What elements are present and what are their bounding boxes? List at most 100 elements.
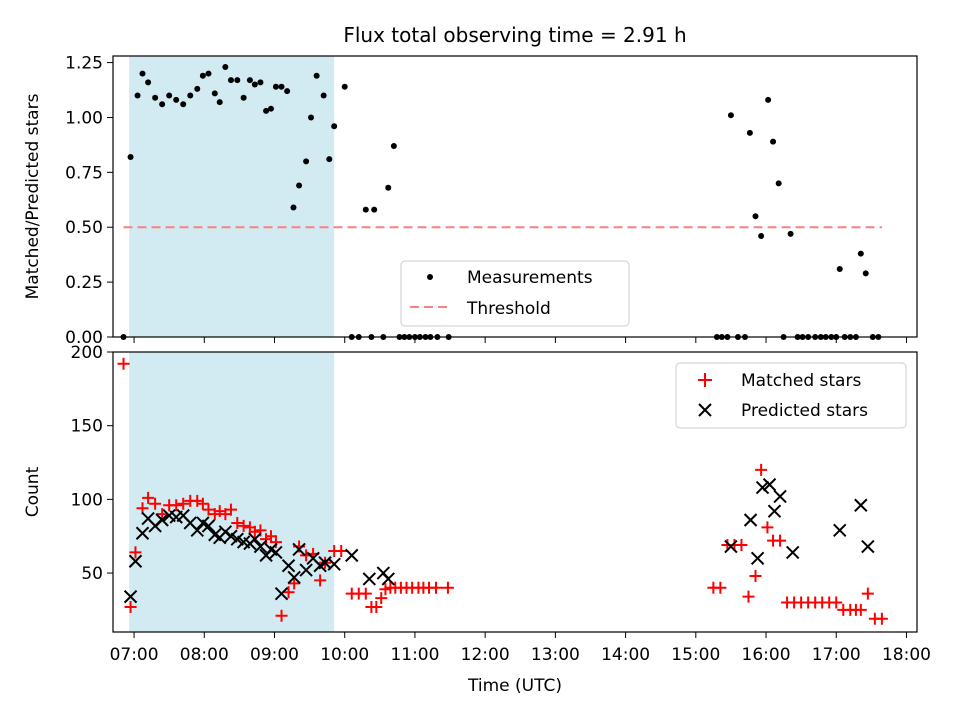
predicted-star-point [767,504,782,518]
predicted-star-point [345,548,359,563]
measurement-point [787,230,794,237]
measurement-point [205,70,212,77]
y-tick-label: 100 [71,490,103,510]
y-tick-label: 0.75 [65,163,103,183]
count-y-ticks: 50 100 150 200 [71,343,113,584]
measurement-point [152,94,159,101]
matched-star-point [213,505,226,518]
matched-star-point [170,499,183,512]
x-tick-label: 11:00 [390,645,439,665]
measurement-point [836,265,843,272]
highlight-span-bottom [129,352,335,632]
legend-measurements-marker [427,274,433,280]
predicted-star-point [724,539,738,554]
count-axes-frame [112,351,918,633]
matched-star-point [735,539,748,552]
measurement-point [362,206,369,213]
ratio-legend: Measurements Threshold [400,260,630,327]
matched-star-point [875,612,888,625]
measurement-point [331,123,338,130]
predicted-star-point [128,554,143,568]
measurement-point [320,92,327,99]
x-tick-label: 13:00 [531,645,580,665]
count-y-label: Count [23,466,43,517]
predicted-star-point [327,557,341,571]
measurement-point [173,96,180,103]
measurement-point [746,129,753,136]
legend-predicted-marker [698,403,712,417]
measurement-point [222,63,229,70]
measurement-point [139,70,146,77]
matched-star-point [441,581,454,594]
measurement-point [216,99,223,106]
measurement-point [251,81,258,88]
x-tick-label: 07:00 [110,645,159,665]
matched-star-point [774,534,787,547]
predicted-star-point [381,572,395,586]
count-legend-box [675,362,907,429]
x-tick-label: 15:00 [671,645,720,665]
matched-star-point [177,497,190,510]
measurement-point [752,213,759,220]
predicted-star-point [274,586,289,601]
matched-star-point [861,587,874,600]
x-tick-label: 08:00 [180,645,229,665]
matched-star-point [149,497,162,510]
predicted-star-point [854,498,868,512]
ratio-axes-frame [112,55,918,338]
ratio-x-ticks [133,337,907,343]
x-tick-label: 14:00 [601,645,650,665]
count-legend: Matched stars Predicted stars [675,362,907,429]
measurement-point [727,112,734,119]
y-tick-label: 50 [81,564,103,584]
measurement-point [180,101,187,108]
x-tick-label: 12:00 [461,645,510,665]
measurement-point [194,85,201,92]
legend-threshold-label: Threshold [466,299,551,319]
predicted-star-points [123,477,875,604]
matched-star-point [755,463,768,476]
measurement-point [187,92,194,99]
x-tick-label: 09:00 [250,645,299,665]
x-tick-label: 16:00 [742,645,791,665]
legend-matched-label: Matched stars [741,371,861,391]
matched-star-point [124,600,137,613]
highlight-span-top [129,56,335,337]
matched-star-point [248,525,261,538]
y-tick-label: 0.00 [65,328,103,348]
matched-star-point [359,587,372,600]
measurement-point [290,204,297,211]
predicted-star-point [292,542,306,557]
matched-star-point [156,508,169,521]
x-tick-label: 18:00 [882,645,931,665]
matched-star-point [196,497,209,510]
measurement-point [240,94,247,101]
measurement-point [775,180,782,187]
predicted-star-point [299,563,313,577]
predicted-star-point [281,558,296,573]
measurement-point [758,233,765,240]
matched-star-point [714,581,727,594]
matched-star-point [202,503,215,516]
matched-star-point [370,600,383,613]
measurement-point [862,270,869,277]
measurement-point [267,105,274,112]
matched-star-point [117,357,130,370]
y-tick-label: 0.50 [65,218,103,238]
matched-star-point [224,503,237,516]
measurement-point [857,250,864,257]
predicted-star-point [755,480,770,495]
measurement-point [303,158,310,165]
predicted-star-point [762,477,777,492]
measurement-point [296,182,303,189]
measurement-point [272,83,279,90]
measurement-point [770,138,777,145]
y-tick-label: 0.25 [65,273,103,293]
legend-predicted-label: Predicted stars [741,401,868,421]
ratio-y-ticks: 0.00 0.25 0.50 0.75 1.00 1.25 [65,54,113,348]
predicted-star-point [253,539,268,554]
measurement-point [263,107,270,114]
measurement-point [199,72,206,79]
matched-star-point [830,596,843,609]
